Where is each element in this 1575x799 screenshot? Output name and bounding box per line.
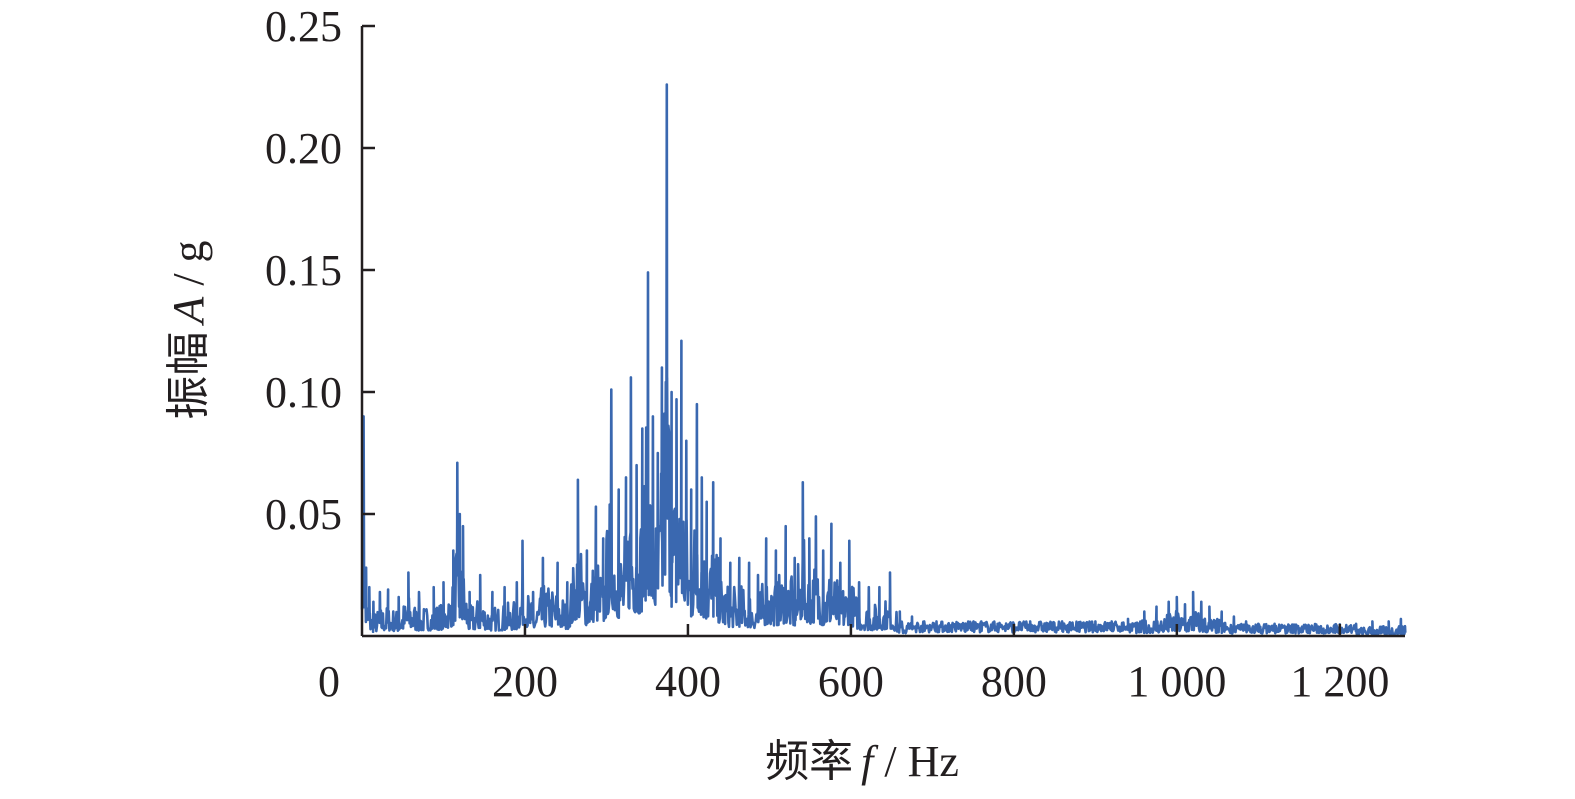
x-axis-title-prefix: 频率 bbox=[765, 737, 853, 786]
y-axis-title-prefix: 振幅 bbox=[164, 332, 213, 420]
y-axis-title-symbol: A bbox=[164, 296, 213, 327]
x-tick-label: 0 bbox=[318, 657, 340, 706]
plot-area bbox=[360, 83, 1407, 636]
spectrum-series-line bbox=[360, 83, 1407, 636]
x-tick-label: 1 000 bbox=[1127, 657, 1226, 706]
x-tick-label: 600 bbox=[818, 657, 884, 706]
y-axis-title: 振幅 A / g bbox=[164, 240, 213, 419]
x-tick-label: 200 bbox=[492, 657, 558, 706]
x-tick-label: 800 bbox=[981, 657, 1047, 706]
y-tick-label: 0.05 bbox=[265, 490, 342, 539]
x-tick-label: 1 200 bbox=[1290, 657, 1389, 706]
x-axis-title-unit: / Hz bbox=[873, 737, 959, 786]
axes bbox=[360, 26, 1405, 638]
y-tick-label: 0.10 bbox=[265, 368, 342, 417]
x-tick-label: 400 bbox=[655, 657, 721, 706]
x-axis-title: 频率 f / Hz bbox=[765, 737, 959, 786]
y-tick-label: 0.20 bbox=[265, 124, 342, 173]
y-tick-label: 0.15 bbox=[265, 246, 342, 295]
x-ticks: 0 200 400 600 800 1 000 1 200 bbox=[318, 624, 1389, 706]
y-ticks: 0.05 0.10 0.15 0.20 0.25 bbox=[265, 2, 375, 539]
y-tick-label: 0.25 bbox=[265, 2, 342, 51]
y-axis-title-unit: / g bbox=[164, 240, 213, 296]
